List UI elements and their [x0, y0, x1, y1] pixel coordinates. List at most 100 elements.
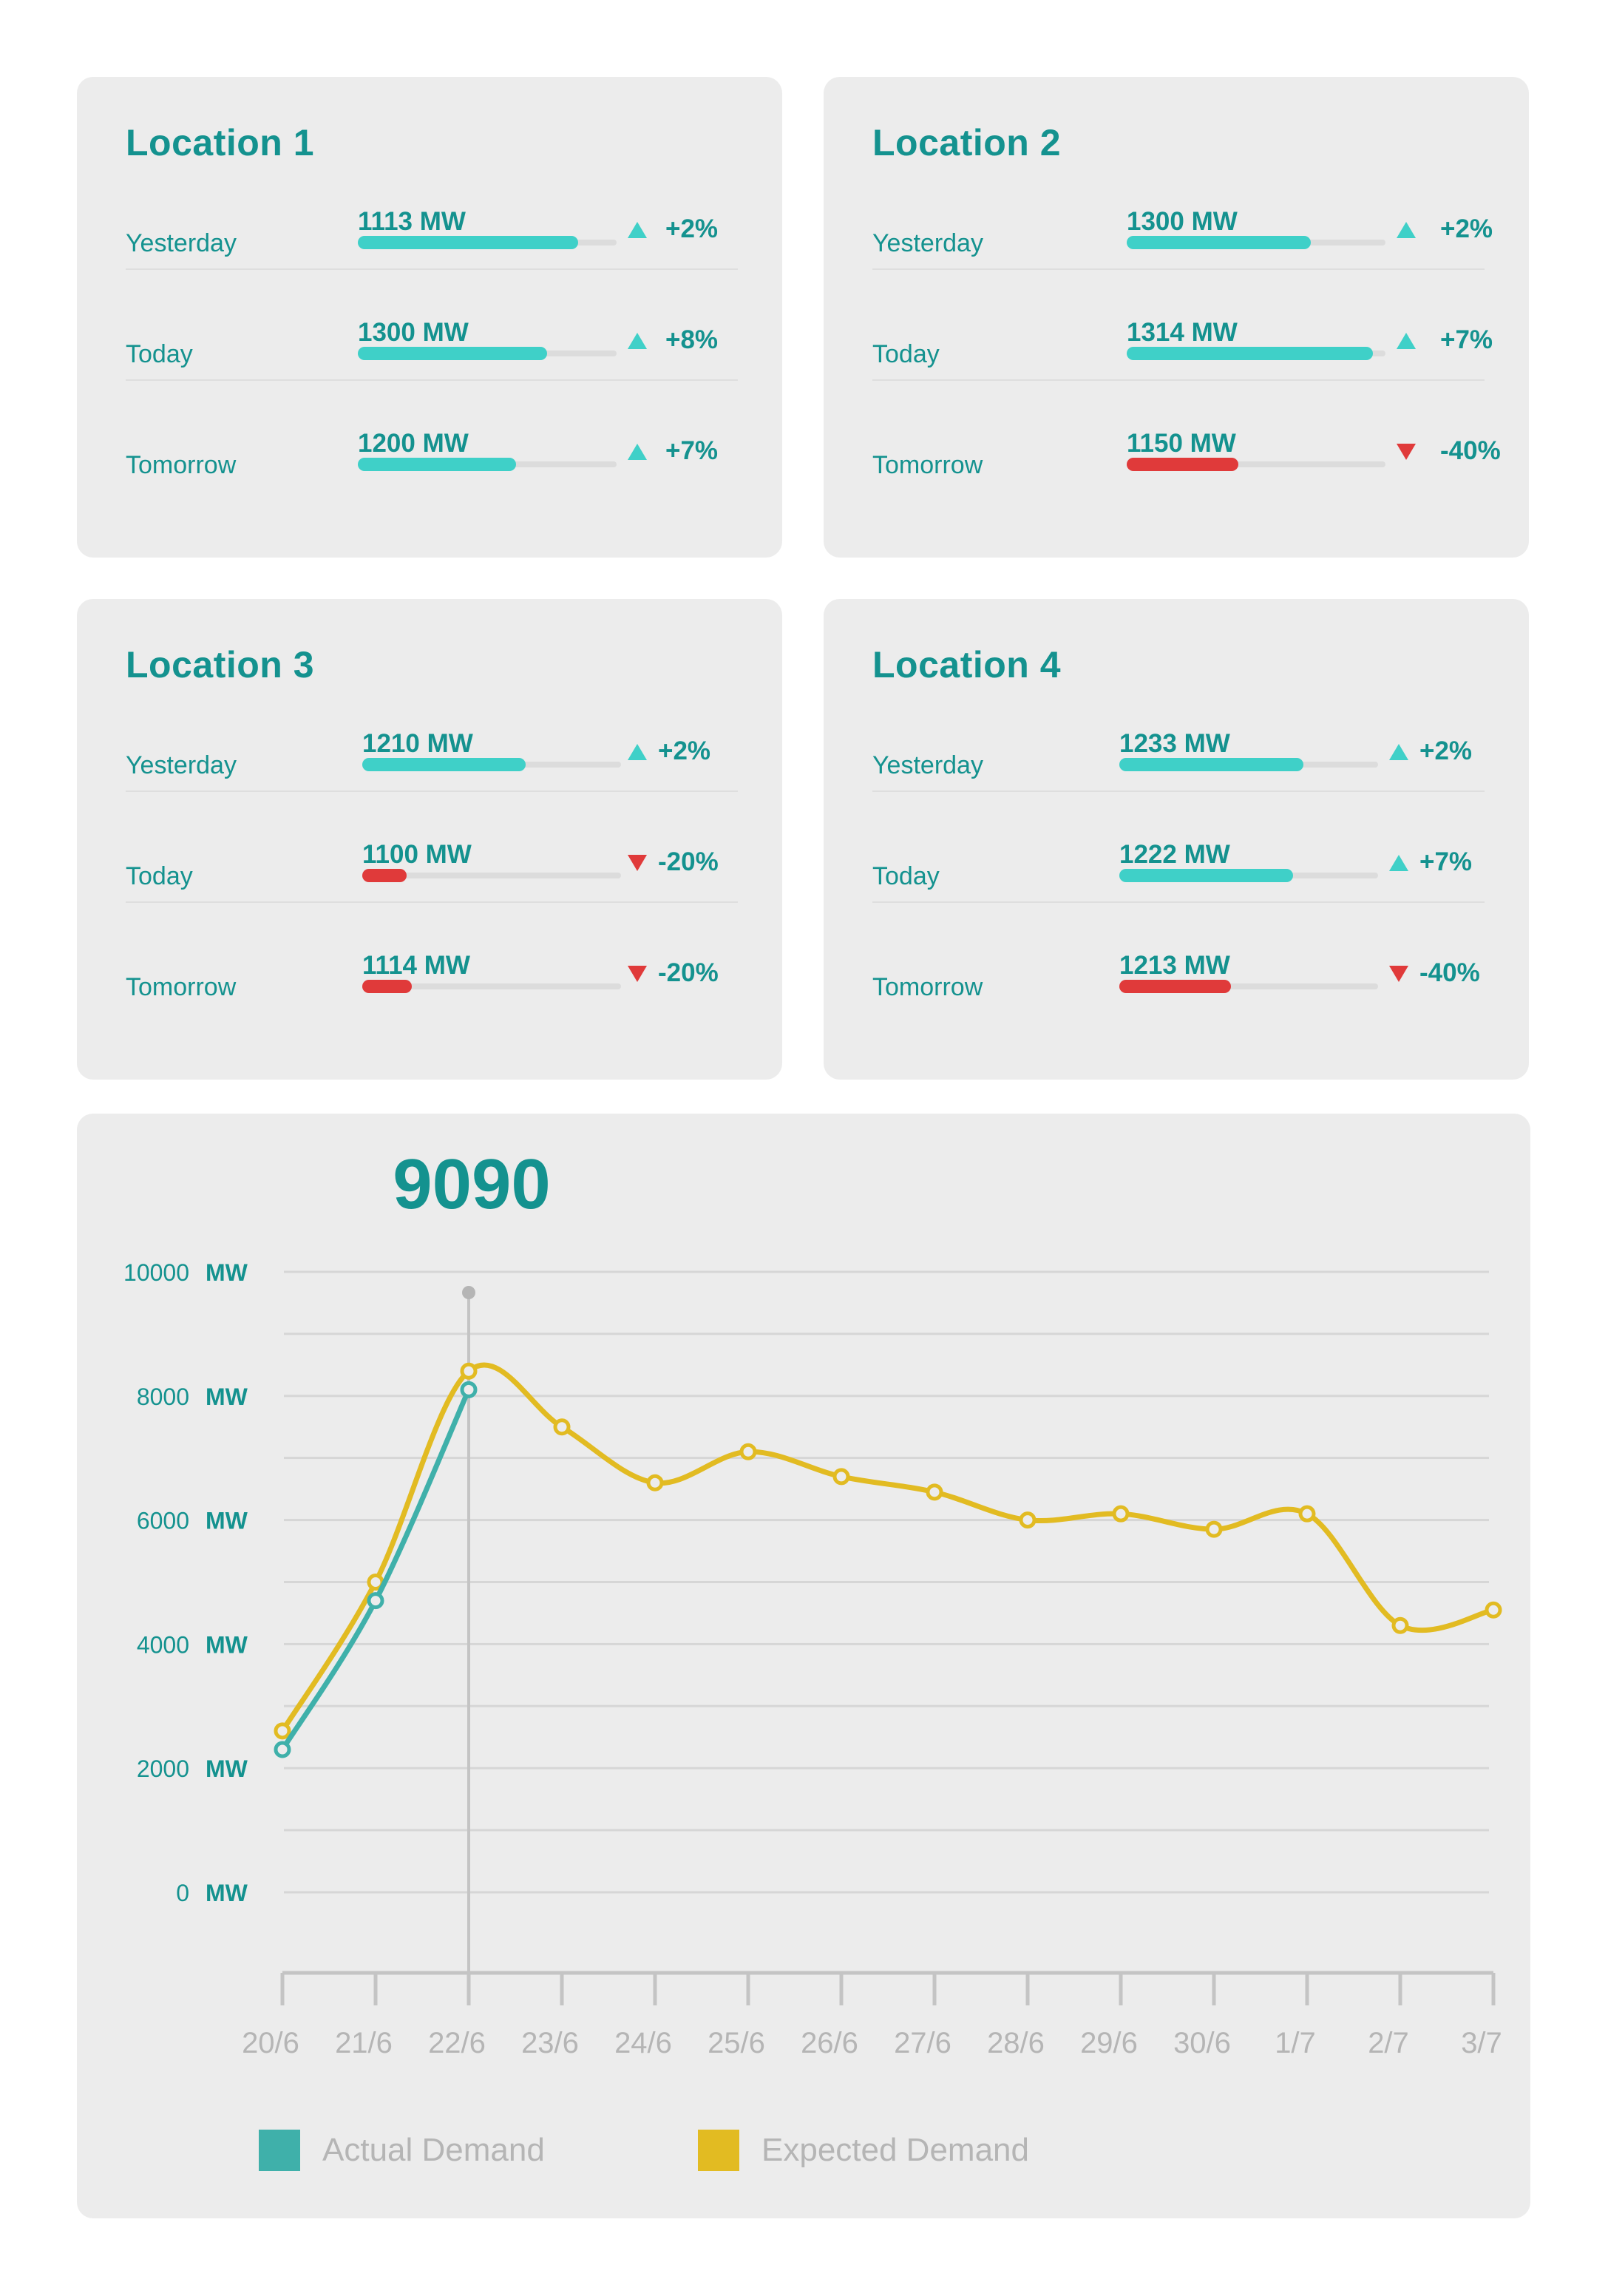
location-title: Location 3	[126, 644, 315, 685]
legend-swatch-expected-demand	[698, 2130, 739, 2171]
row-label: Yesterday	[872, 751, 983, 779]
x-tick-label: 24/6	[614, 2027, 672, 2059]
progress-fill	[362, 758, 526, 771]
y-unit-label: MW	[206, 1384, 248, 1410]
metric-row-today: Today 1222 MW +7%	[824, 791, 1529, 903]
trend-up-icon	[627, 442, 648, 461]
trend-up-icon	[627, 331, 648, 351]
trend-up-icon	[1388, 742, 1409, 762]
row-label: Yesterday	[126, 229, 237, 257]
row-label: Today	[872, 862, 940, 890]
y-unit-label: MW	[206, 1755, 248, 1782]
y-unit-label: MW	[206, 1631, 248, 1658]
progress-track	[358, 347, 617, 360]
y-unit-label: MW	[206, 1880, 248, 1906]
progress-track	[1127, 236, 1385, 249]
location-card-2: Location 2 Yesterday 1300 MW +2% Today 1314 M…	[824, 77, 1529, 558]
location-card-3: Location 3 Yesterday 1210 MW +2% Today 1100 M…	[77, 599, 782, 1080]
x-tick-label: 20/6	[242, 2027, 299, 2059]
progress-fill	[1119, 980, 1231, 993]
highlight-marker-dot	[462, 1286, 475, 1299]
x-tick-label: 28/6	[987, 2027, 1045, 2059]
power-value: 1100 MW	[362, 840, 472, 869]
expected-demand-point	[739, 1443, 757, 1460]
row-divider	[872, 379, 1485, 381]
metric-row-tomorrow: Tomorrow 1213 MW -40%	[824, 902, 1529, 1013]
row-label: Tomorrow	[126, 451, 237, 479]
change-percent: +2%	[658, 736, 711, 765]
location-title: Location 1	[126, 122, 315, 163]
row-label: Tomorrow	[872, 451, 983, 479]
location-title: Location 2	[872, 122, 1062, 163]
trend-up-icon	[1396, 331, 1417, 351]
x-tick-label: 2/7	[1368, 2027, 1409, 2059]
row-divider	[872, 268, 1485, 270]
row-label: Yesterday	[872, 229, 983, 257]
x-tick-label: 29/6	[1080, 2027, 1138, 2059]
legend-swatch-actual-demand	[259, 2130, 300, 2171]
expected-demand-point	[460, 1362, 478, 1380]
power-value: 1233 MW	[1119, 729, 1230, 758]
trend-down-icon	[1388, 964, 1409, 983]
trend-up-icon	[1388, 853, 1409, 873]
x-tick-label: 27/6	[894, 2027, 951, 2059]
actual-demand-point	[274, 1741, 291, 1758]
trend-up-icon	[627, 742, 648, 762]
power-value: 1314 MW	[1127, 318, 1238, 347]
progress-fill	[1127, 347, 1373, 360]
expected-demand-point	[646, 1474, 664, 1491]
actual-demand-point	[367, 1592, 384, 1610]
demand-chart-card: 9090 0 MW 2000 MW 4000 MW 6000 MW 8000 MW 10000 MW 2…	[77, 1114, 1530, 2218]
actual-demand-point	[460, 1381, 478, 1398]
legend-label: Actual Demand	[322, 2132, 545, 2168]
power-value: 1150 MW	[1127, 429, 1236, 458]
metric-row-tomorrow: Tomorrow 1114 MW -20%	[77, 902, 782, 1013]
demand-line-chart: 9090 0 MW 2000 MW 4000 MW 6000 MW 8000 MW 10000 MW 2…	[123, 1145, 1502, 2171]
actual-demand-line	[279, 1386, 472, 1753]
y-tick-label: 10000	[123, 1259, 189, 1286]
progress-fill	[358, 347, 547, 360]
metric-row-yesterday: Yesterday 1233 MW +2%	[824, 680, 1529, 792]
row-label: Tomorrow	[872, 973, 983, 1001]
progress-track	[362, 980, 621, 993]
metric-row-yesterday: Yesterday 1113 MW +2%	[77, 158, 782, 270]
x-tick-label: 21/6	[335, 2027, 393, 2059]
row-divider	[872, 790, 1485, 792]
row-divider	[126, 268, 738, 270]
legend-label: Expected Demand	[761, 2132, 1029, 2168]
power-value: 1300 MW	[358, 318, 469, 347]
progress-fill	[362, 869, 407, 882]
progress-track	[1119, 980, 1378, 993]
power-value: 1210 MW	[362, 729, 473, 758]
row-divider	[126, 379, 738, 381]
change-percent: +2%	[1419, 736, 1473, 765]
expected-demand-point	[1019, 1511, 1037, 1529]
progress-track	[1127, 458, 1385, 471]
change-percent: +7%	[665, 436, 719, 465]
change-percent: -40%	[1440, 436, 1501, 465]
row-label: Today	[872, 340, 940, 368]
metric-row-tomorrow: Tomorrow 1150 MW -40%	[824, 380, 1529, 491]
change-percent: +2%	[665, 214, 719, 243]
progress-fill	[358, 458, 516, 471]
progress-fill	[358, 236, 578, 249]
x-tick-label: 3/7	[1461, 2027, 1502, 2059]
progress-track	[1119, 869, 1378, 882]
row-label: Tomorrow	[126, 973, 237, 1001]
x-tick-label: 26/6	[801, 2027, 858, 2059]
progress-fill	[1119, 869, 1293, 882]
expected-demand-point	[926, 1483, 943, 1501]
row-label: Today	[126, 340, 193, 368]
power-value: 1114 MW	[362, 951, 470, 980]
y-unit-label: MW	[206, 1259, 248, 1286]
change-percent: +7%	[1440, 325, 1493, 354]
metric-row-yesterday: Yesterday 1300 MW +2%	[824, 158, 1529, 270]
progress-track	[362, 869, 621, 882]
change-percent: -20%	[658, 847, 719, 876]
expected-demand-line	[279, 1362, 1496, 1734]
expected-demand-point	[274, 1722, 291, 1740]
change-percent: -20%	[658, 958, 719, 987]
location-card-4: Location 4 Yesterday 1233 MW +2% Today 1222 M…	[824, 599, 1529, 1080]
x-tick-label: 22/6	[428, 2027, 486, 2059]
highlight-value: 9090	[393, 1145, 551, 1224]
